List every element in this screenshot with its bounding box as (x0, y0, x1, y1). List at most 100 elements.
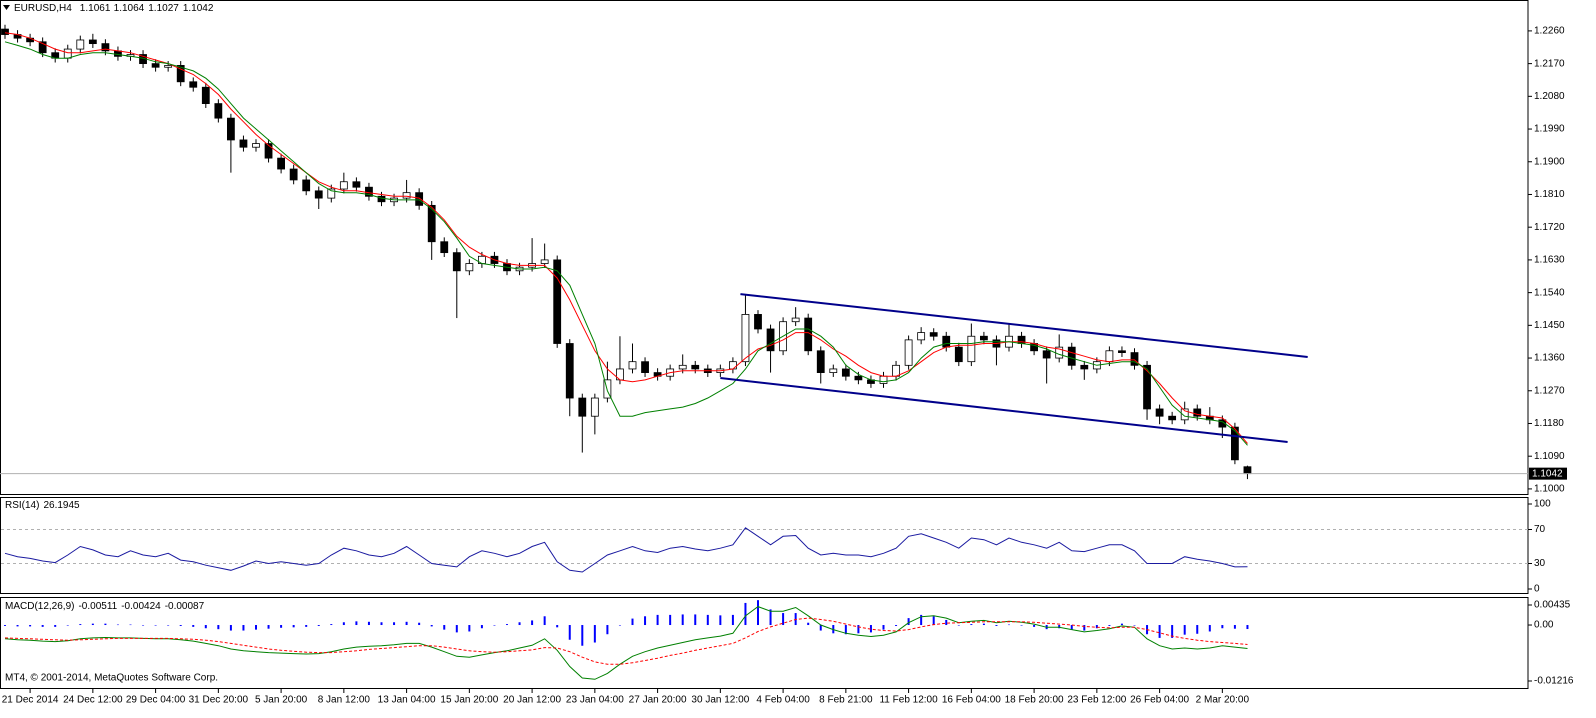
histogram-bar (418, 622, 421, 626)
histogram-bar (430, 625, 433, 627)
histogram-bar (1095, 625, 1098, 629)
y-tick-label: 100 (1534, 499, 1551, 510)
histogram-bar (719, 615, 722, 626)
histogram-bar (1171, 625, 1174, 638)
candle-body (302, 179, 311, 192)
y-tick-label: -0.01216 (1534, 676, 1574, 687)
rsi-title: RSI(14) (5, 500, 39, 511)
candle-body (226, 117, 235, 141)
histogram-bar (970, 624, 973, 626)
histogram-bar (518, 622, 521, 626)
candle-body (415, 192, 424, 206)
x-tick-label: 16 Feb 04:00 (942, 695, 1001, 706)
histogram-bar (606, 625, 609, 635)
histogram-bar (656, 614, 659, 626)
y-tick-label: 30 (1534, 558, 1546, 569)
indicator-line (4, 527, 1248, 573)
macd-panel (0, 597, 1529, 689)
histogram-bar (79, 624, 82, 626)
histogram-bar (192, 625, 195, 627)
histogram-bar (669, 614, 672, 626)
histogram-bar (142, 625, 145, 626)
histogram-bar (568, 625, 571, 640)
histogram-bar (255, 625, 257, 630)
candle-body (1130, 352, 1139, 366)
macd-signal-last: -0.00424 (121, 601, 161, 612)
candle-body (402, 192, 411, 199)
macd-main-last: -0.00511 (78, 601, 117, 612)
moving-average (4, 41, 1248, 446)
symbol: EURUSD,H4 (14, 3, 72, 14)
candle-body (76, 39, 85, 50)
symbol-header: EURUSD,H4 1.1061 1.1064 1.1027 1.1042 (14, 3, 214, 14)
histogram-bar (1246, 625, 1249, 630)
x-tick-label: 4 Feb 04:00 (756, 695, 810, 706)
histogram-bar (945, 619, 948, 626)
candle-body (101, 43, 110, 52)
last-price-box (1529, 467, 1567, 480)
macd-hist-last: -0.00087 (165, 601, 205, 612)
histogram-bar (342, 622, 345, 626)
candle-body (1193, 408, 1202, 417)
histogram-bar (468, 625, 471, 632)
y-tick-label: 0 (1534, 584, 1540, 595)
x-tick-label: 2 Mar 20:00 (1196, 695, 1250, 706)
histogram-bar (91, 623, 94, 626)
histogram-bar (895, 625, 898, 626)
histogram-bar (16, 625, 19, 627)
candle-body (176, 65, 185, 83)
y-tick-label: 1.1360 (1534, 353, 1565, 364)
histogram-bar (367, 621, 370, 626)
candle-body (553, 259, 562, 344)
x-tick-label: 18 Feb 20:00 (1005, 695, 1064, 706)
histogram-bar (531, 620, 534, 626)
histogram-bar (681, 614, 684, 626)
histogram-bar (443, 625, 446, 630)
candle-body (879, 375, 888, 384)
candle-body (917, 332, 926, 341)
histogram-bar (29, 625, 32, 627)
histogram-bar (1120, 623, 1123, 626)
candle-body (1231, 426, 1239, 461)
menu-arrow[interactable] (3, 5, 10, 10)
candle-body (766, 328, 775, 352)
y-tick-label: 1.2170 (1534, 58, 1565, 69)
histogram-bar (455, 625, 458, 633)
candle-body (841, 368, 850, 377)
candle-body (1118, 350, 1126, 353)
low: 1.1027 (148, 3, 179, 14)
x-tick-label: 5 Jan 20:00 (255, 695, 308, 706)
y-tick-label: 1.1990 (1534, 124, 1565, 135)
histogram-bar (593, 625, 596, 643)
histogram-bar (769, 609, 772, 626)
y-tick-label: 1.1810 (1534, 189, 1565, 200)
candle-body (63, 48, 72, 59)
y-tick-label: 0.00 (1534, 620, 1554, 631)
histogram-bar (204, 625, 207, 629)
candle-body (754, 314, 762, 330)
candle-body (339, 181, 348, 190)
histogram-bar (882, 625, 885, 630)
candle-body (829, 368, 838, 373)
histogram-bar (706, 614, 709, 626)
histogram-bar (857, 625, 860, 634)
histogram-bar (280, 625, 283, 628)
x-tick-label: 20 Jan 12:00 (503, 695, 561, 706)
x-tick-label: 31 Dec 20:00 (189, 695, 249, 706)
histogram-bar (782, 613, 785, 626)
rsi-header: RSI(14) 26.1945 (5, 500, 80, 511)
candle-body (942, 335, 951, 348)
candle-body (741, 314, 750, 363)
histogram-bar (393, 622, 396, 626)
histogram-bar (267, 625, 270, 629)
candle-body (264, 143, 273, 159)
x-tick-label: 26 Feb 04:00 (1130, 695, 1189, 706)
histogram-bar (154, 625, 157, 626)
histogram-bar (229, 625, 232, 631)
channel-line (720, 377, 1288, 444)
histogram-bar (932, 616, 935, 626)
candle-body (452, 252, 461, 272)
histogram-bar (1108, 625, 1111, 626)
histogram-bar (1133, 625, 1136, 626)
histogram-bar (1020, 625, 1023, 626)
